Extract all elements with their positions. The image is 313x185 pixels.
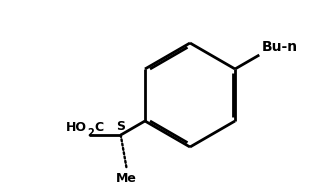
Text: 2: 2 xyxy=(88,128,95,138)
Text: Bu-n: Bu-n xyxy=(261,40,297,54)
Text: S: S xyxy=(116,120,125,133)
Text: C: C xyxy=(95,121,104,134)
Text: Me: Me xyxy=(116,172,137,185)
Text: HO: HO xyxy=(66,121,87,134)
